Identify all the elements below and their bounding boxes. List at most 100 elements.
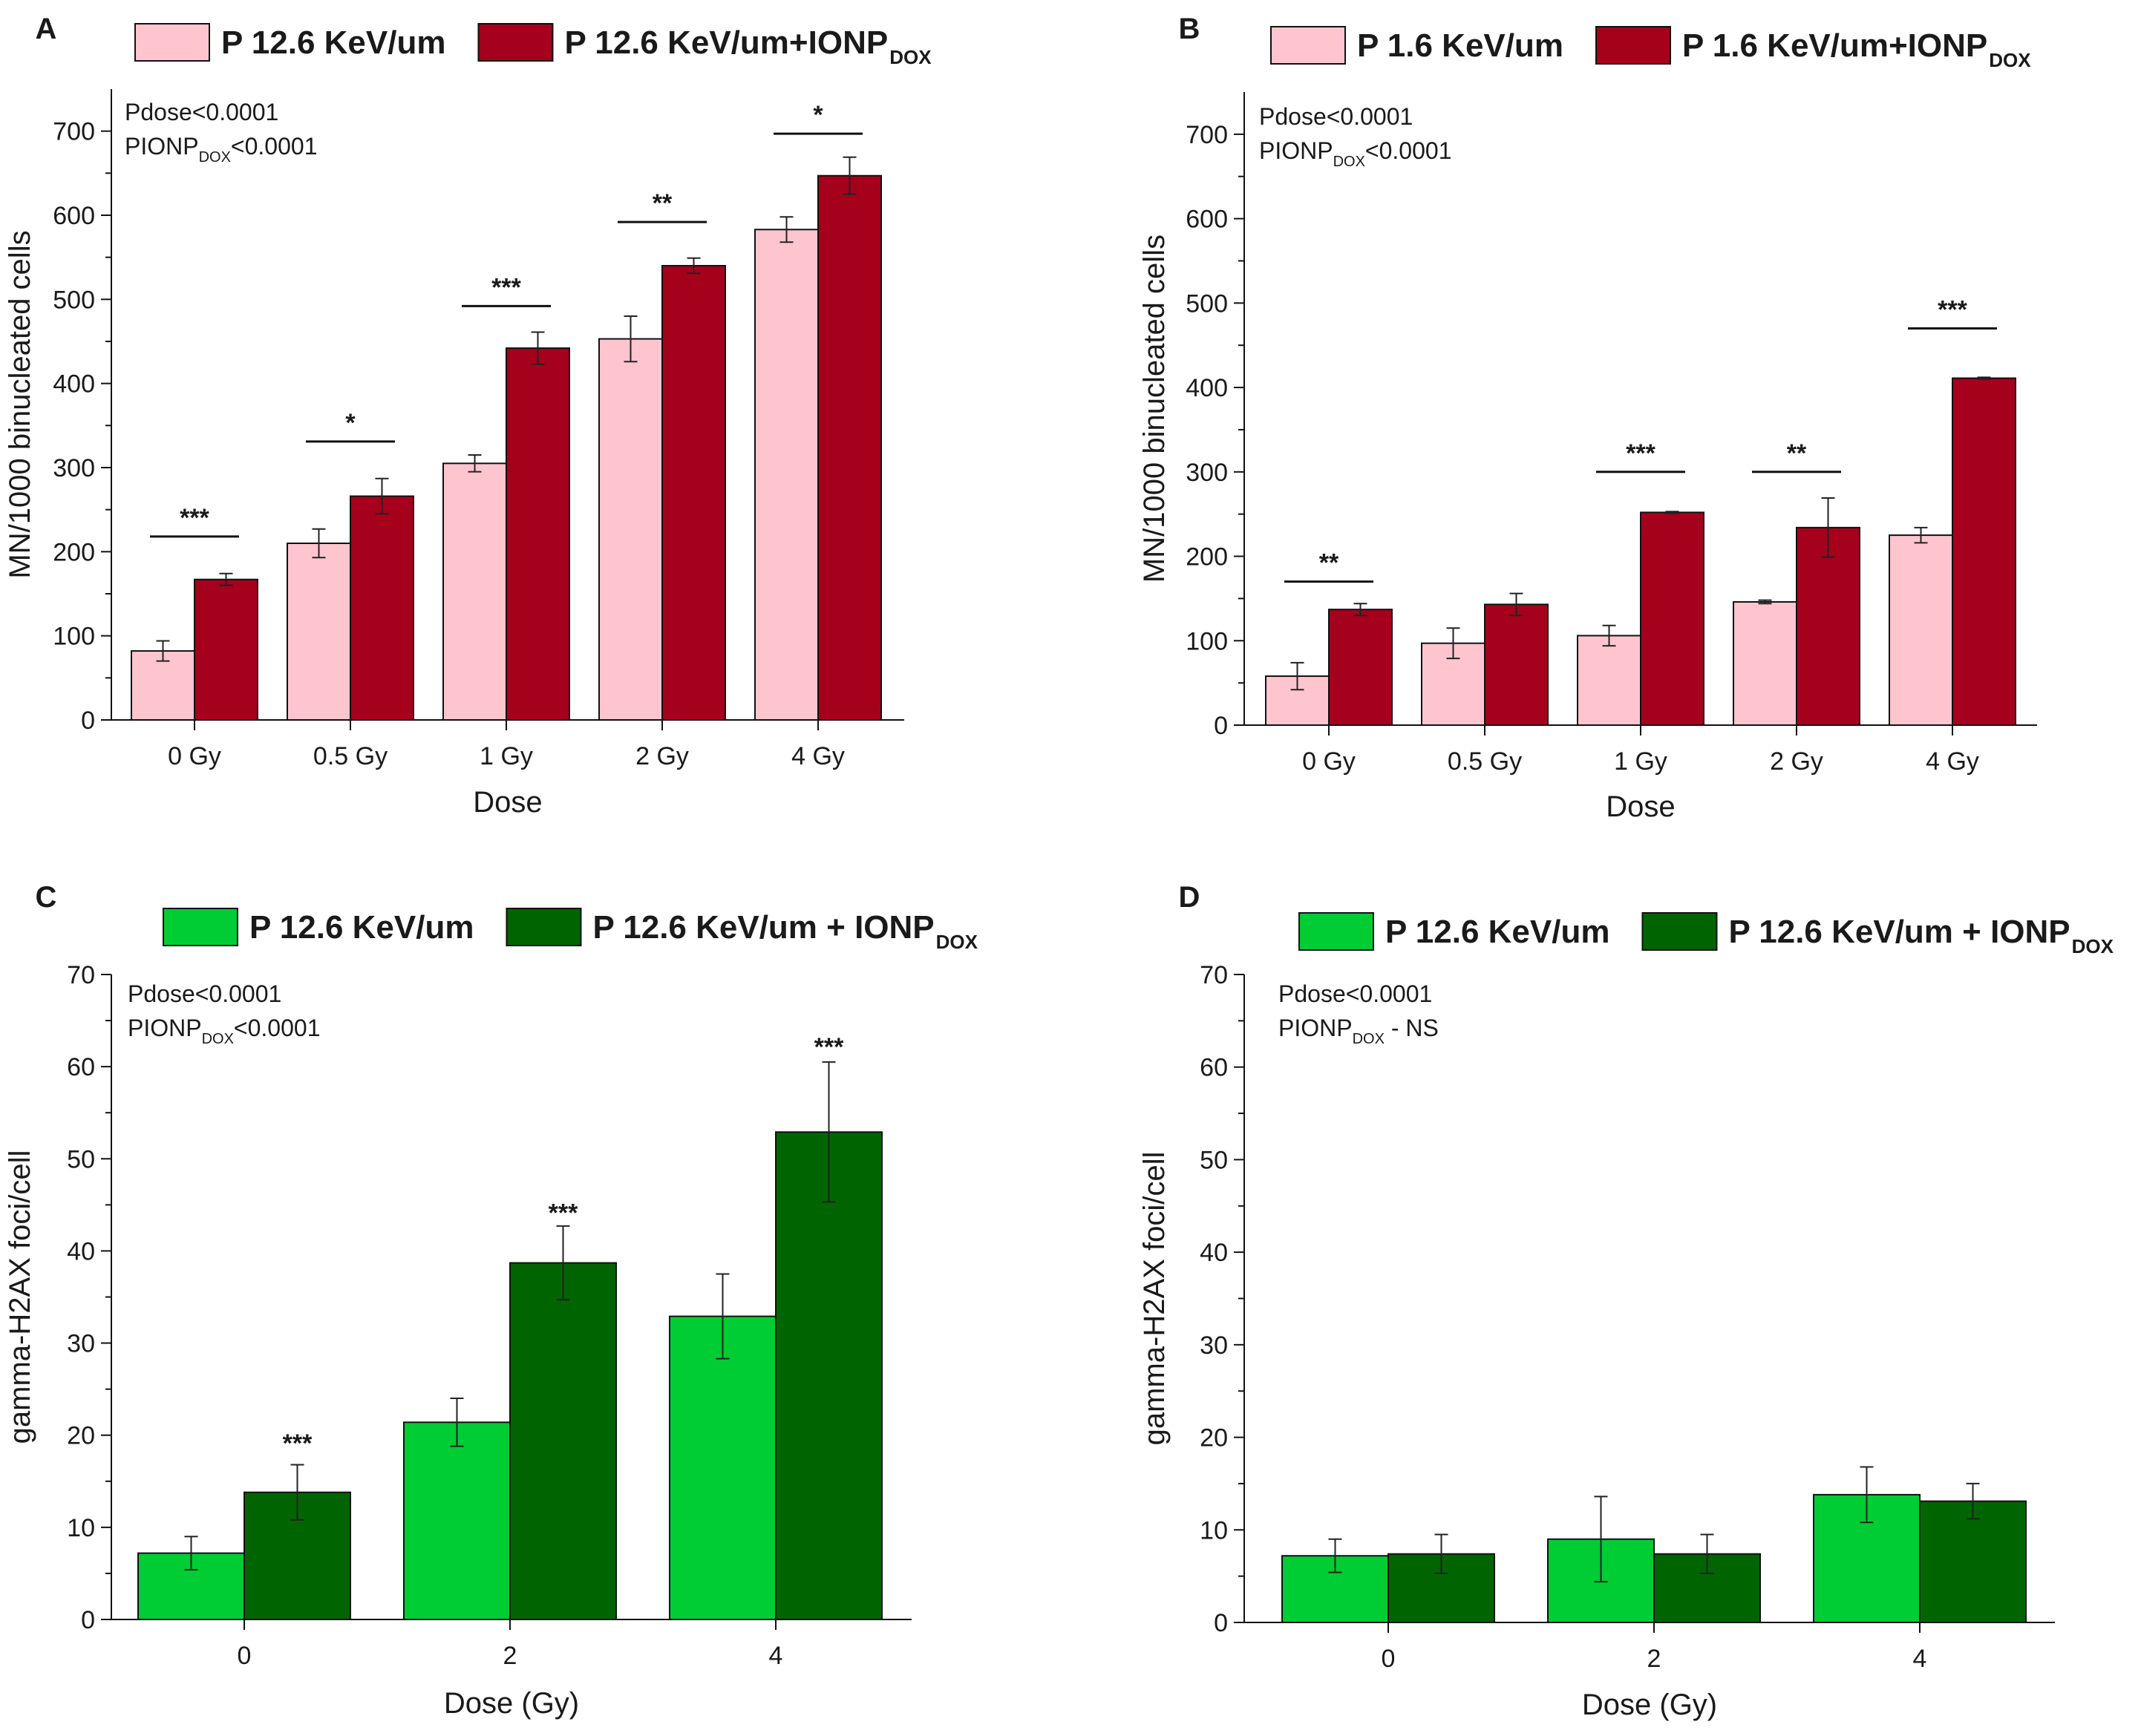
significance-stars: ***	[1938, 295, 1967, 324]
bar-ionp	[350, 495, 414, 721]
y-tick-label: 50	[67, 1145, 95, 1173]
x-tick-label: 4	[1913, 1645, 1927, 1673]
bar-ionp	[194, 578, 258, 721]
x-axis-label: Dose	[1606, 790, 1675, 823]
bar-control	[1733, 600, 1797, 726]
x-tick-label: 0	[238, 1642, 252, 1670]
x-tick-label: 4	[769, 1642, 783, 1670]
bar-control	[442, 462, 507, 721]
significance-stars: ***	[491, 273, 521, 301]
bar-ionp	[817, 174, 882, 721]
significance-stars: **	[653, 189, 673, 217]
legend-swatch	[134, 23, 210, 62]
x-axis-label: Dose (Gy)	[444, 1687, 579, 1720]
x-axis-label: Dose	[473, 786, 542, 819]
bar-control	[669, 1315, 777, 1620]
y-tick-label: 0	[1214, 712, 1228, 740]
x-tick-label: 2	[503, 1642, 517, 1670]
y-tick-label: 700	[53, 118, 95, 146]
x-tick-label: 2	[1647, 1645, 1661, 1673]
y-tick-label: 100	[53, 623, 95, 651]
stats-annotation-line2: PIONPDOX<0.0001	[128, 1015, 320, 1047]
y-tick-label: 70	[1200, 961, 1228, 989]
y-tick-label: 500	[1186, 289, 1228, 318]
y-tick-label: 70	[67, 961, 95, 989]
bar-ionp	[1919, 1500, 2027, 1623]
x-tick-label: 2 Gy	[635, 742, 689, 770]
x-tick-label: 1 Gy	[1614, 747, 1667, 776]
bar-control	[1889, 534, 1953, 726]
panel-letter: B	[1179, 13, 1200, 45]
y-tick-label: 200	[1186, 543, 1228, 571]
legend-swatch	[477, 23, 554, 62]
y-tick-label: 600	[53, 202, 95, 230]
bar-control	[598, 338, 663, 721]
y-tick-label: 60	[1200, 1054, 1228, 1082]
y-tick-label: 20	[67, 1422, 95, 1450]
y-tick-label: 700	[1186, 121, 1228, 149]
x-tick-label: 0 Gy	[168, 742, 221, 770]
y-tick-label: 0	[81, 707, 95, 735]
bar-control	[754, 229, 819, 721]
y-tick-label: 40	[1200, 1239, 1228, 1267]
legend-label: P 1.6 KeV/um+IONP	[1682, 27, 1987, 64]
bar-ionp	[506, 347, 570, 721]
panel-letter: D	[1179, 881, 1200, 914]
y-tick-label: 200	[53, 538, 95, 566]
significance-stars: ***	[283, 1429, 313, 1458]
x-tick-label: 2 Gy	[1770, 747, 1823, 776]
legend-label: P 12.6 KeV/um + IONP	[1728, 914, 2070, 950]
stats-annotation-line2: PIONPDOX - NS	[1278, 1015, 1439, 1047]
y-axis-label: gamma-H2AX foci/cell	[4, 1150, 36, 1444]
bar-ionp	[661, 265, 726, 721]
legend-label: P 12.6 KeV/um + IONP	[592, 909, 934, 946]
significance-stars: *	[345, 409, 356, 437]
x-tick-label: 0 Gy	[1302, 747, 1356, 776]
legend-swatch	[1270, 26, 1346, 65]
bar-ionp	[775, 1131, 883, 1620]
stats-annotation-line1: Pdose<0.0001	[128, 980, 281, 1007]
chart-panel-A: A P 12.6 KeV/um P 12.6 KeV/um+IONP DOX 0 100 2…	[4, 13, 932, 819]
significance-stars: ***	[1626, 439, 1655, 468]
legend-label: P 12.6 KeV/um	[1385, 914, 1609, 950]
stats-annotation-line1: Pdose<0.0001	[1278, 980, 1432, 1007]
x-tick-label: 1 Gy	[480, 742, 533, 770]
x-tick-label: 4 Gy	[1926, 747, 1979, 776]
legend-swatch	[1595, 26, 1671, 65]
chart-panel-D: D P 12.6 KeV/um P 12.6 KeV/um + IONP DOX 0 10…	[1138, 881, 2114, 1721]
bar-control	[403, 1421, 511, 1620]
y-tick-label: 400	[53, 370, 95, 399]
stats-annotation-line2: PIONPDOX<0.0001	[125, 133, 317, 166]
bar-ionp	[1484, 603, 1549, 726]
y-tick-label: 60	[67, 1053, 95, 1081]
legend-subscript: DOX	[2072, 935, 2114, 957]
y-tick-label: 50	[1200, 1146, 1228, 1174]
legend-swatch	[1298, 912, 1374, 951]
bar-ionp	[1640, 511, 1704, 727]
bar-ionp	[509, 1262, 617, 1620]
significance-stars: ***	[814, 1033, 844, 1061]
panel-letter: C	[36, 881, 57, 914]
y-tick-label: 300	[53, 454, 95, 482]
y-axis-label: MN/1000 binucleated cells	[4, 230, 36, 578]
y-tick-label: 30	[67, 1330, 95, 1358]
significance-stars: ***	[549, 1199, 578, 1228]
legend-swatch	[1641, 912, 1718, 951]
bar-ionp	[1796, 526, 1860, 726]
legend-swatch	[163, 908, 238, 946]
y-tick-label: 30	[1200, 1332, 1228, 1360]
chart-panel-B: B P 1.6 KeV/um P 1.6 KeV/um+IONP DOX 0 100 200…	[1138, 13, 2037, 823]
y-tick-label: 300	[1186, 459, 1228, 487]
y-tick-label: 10	[67, 1514, 95, 1542]
y-tick-label: 20	[1200, 1424, 1228, 1452]
legend-label: P 12.6 KeV/um	[221, 24, 445, 61]
x-tick-label: 0.5 Gy	[1448, 747, 1522, 776]
stats-annotation-line1: Pdose<0.0001	[1259, 103, 1413, 130]
legend-subscript: DOX	[936, 931, 978, 953]
significance-stars: ***	[180, 504, 209, 532]
legend-subscript: DOX	[889, 46, 932, 68]
y-axis-label: gamma-H2AX foci/cell	[1138, 1152, 1171, 1446]
legend-label: P 12.6 KeV/um	[249, 909, 474, 946]
x-tick-label: 0	[1382, 1645, 1396, 1673]
